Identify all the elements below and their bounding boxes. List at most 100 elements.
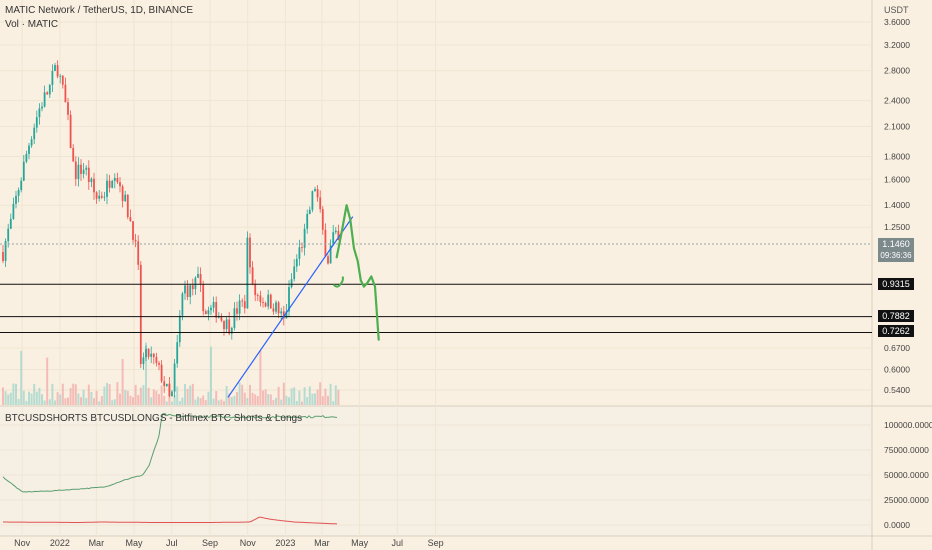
volume-bar (189, 385, 192, 405)
candle-body (225, 319, 228, 330)
volume-bar (308, 386, 311, 405)
volume-bar (303, 387, 306, 405)
x-tick-label: Sep (202, 538, 218, 548)
volume-bar (204, 400, 207, 405)
volume-bar (124, 389, 127, 405)
volume-bar (288, 397, 290, 405)
volume-bar (197, 396, 199, 405)
volume-bar (314, 393, 316, 405)
volume-bar (7, 394, 10, 405)
x-tick-label: Jul (392, 538, 404, 548)
candle-body (246, 237, 249, 309)
candle-body (22, 161, 25, 181)
volume-bar (139, 387, 142, 405)
volume-bar (290, 388, 293, 405)
volume-bar (223, 401, 225, 405)
x-tick-label: Sep (428, 538, 444, 548)
candle-body (160, 364, 163, 382)
volume-bar (15, 383, 17, 405)
candle-body (210, 307, 212, 311)
volume-bar (22, 390, 25, 405)
candle-body (202, 284, 205, 312)
candle-body (64, 84, 67, 103)
candle-body (329, 245, 332, 264)
volume-bar (142, 385, 145, 405)
candle-body (116, 177, 119, 183)
y-tick-label: 3.2000 (884, 40, 910, 50)
volume-bar (316, 389, 319, 405)
volume-bar (207, 391, 210, 405)
candle-body (220, 315, 223, 321)
candle-body (241, 300, 244, 302)
candle-body (324, 229, 327, 257)
volume-bar (178, 401, 181, 405)
volume-bar (163, 395, 166, 405)
volume-bar (264, 389, 267, 405)
candle-body (145, 348, 147, 358)
volume-bar (319, 382, 322, 405)
candle-body (275, 302, 277, 312)
candle-body (311, 191, 314, 210)
volume-bar (113, 399, 116, 405)
candle-body (119, 182, 121, 187)
candle-body (38, 108, 41, 118)
volume-bar (238, 382, 241, 405)
candle-body (272, 308, 275, 312)
candle-body (256, 295, 259, 296)
x-tick-label: Mar (314, 538, 330, 548)
indicator-line-btcusdshorts (3, 516, 338, 525)
volume-bar (111, 400, 114, 405)
candle-body (87, 167, 90, 183)
candle-body (98, 195, 101, 199)
volume-bar (254, 394, 257, 405)
candle-body (155, 357, 158, 363)
candle-body (337, 230, 340, 241)
candle-body (41, 106, 43, 109)
volume-bar (158, 394, 160, 405)
volume-bar (126, 390, 129, 405)
candle-body (254, 283, 257, 296)
indicator-tick-label: 50000.0000 (884, 470, 929, 480)
volume-bar (69, 387, 72, 405)
x-tick-label: May (126, 538, 144, 548)
y-tick-label: 0.6700 (884, 343, 910, 353)
candle-body (327, 256, 329, 264)
candle-body (30, 139, 33, 146)
volume-bar (210, 346, 212, 405)
symbol-title[interactable]: MATIC Network / TetherUS, 1D, BINANCE (5, 5, 194, 16)
volume-bar (74, 384, 77, 405)
candle-body (4, 241, 7, 261)
candle-body (137, 241, 140, 265)
candle-body (168, 383, 171, 396)
volume-bar (181, 397, 184, 405)
volume-bar (246, 398, 249, 405)
countdown-tag: 09:36:36 (878, 250, 914, 262)
volume-bar (186, 388, 189, 405)
volume-bar (327, 395, 329, 405)
volume-bar (56, 392, 59, 405)
y-tick-label: 3.6000 (884, 17, 910, 27)
volume-title[interactable]: Vol · MATIC (5, 19, 59, 30)
candle-body (204, 311, 207, 315)
volume-bar (212, 398, 215, 405)
candle-body (158, 362, 160, 365)
candle-body (298, 247, 301, 259)
volume-bar (215, 391, 218, 405)
x-tick-label: Nov (14, 538, 31, 548)
x-tick-label: 2023 (275, 538, 295, 548)
projection-path (335, 204, 380, 341)
volume-bar (194, 399, 197, 405)
candle-body (184, 285, 186, 294)
candle-body (103, 196, 106, 198)
volume-bar (152, 389, 155, 405)
candle-body (12, 203, 15, 219)
indicator-title[interactable]: BTCUSDSHORTS BTCUSDLONGS - Bitfinex BTC … (5, 413, 303, 424)
volume-bar (150, 397, 153, 405)
candle-body (43, 92, 46, 107)
level-tag-1: 0.7882 (878, 310, 914, 322)
candle-body (171, 391, 173, 396)
volume-bar (165, 401, 168, 405)
volume-bar (106, 382, 108, 405)
